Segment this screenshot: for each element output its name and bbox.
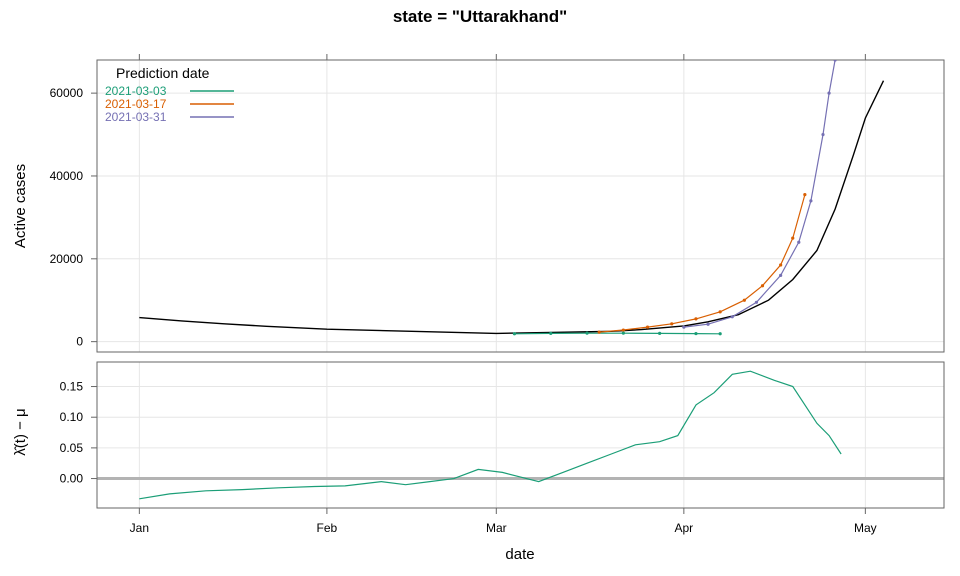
x-axis-label: date bbox=[505, 546, 534, 563]
data-point bbox=[742, 298, 746, 302]
data-point bbox=[694, 331, 698, 336]
data-point bbox=[512, 332, 517, 336]
data-point bbox=[760, 284, 765, 288]
y-tick-label: 40000 bbox=[50, 169, 84, 183]
series-line-prediction bbox=[683, 60, 836, 328]
x-tick-label: Jan bbox=[130, 521, 149, 535]
x-tick-label: Mar bbox=[486, 521, 507, 535]
data-point bbox=[585, 331, 589, 335]
y-axis-label-top: Active cases bbox=[12, 164, 29, 248]
x-tick-label: Feb bbox=[317, 521, 338, 535]
grid-bottom bbox=[97, 362, 944, 508]
legend-label: 2021-03-03 bbox=[105, 84, 167, 98]
legend: Prediction date 2021-03-032021-03-172021-… bbox=[105, 65, 234, 124]
data-point bbox=[658, 331, 662, 335]
data-point bbox=[549, 331, 553, 335]
series-line-lambda bbox=[139, 370, 842, 500]
legend-label: 2021-03-31 bbox=[105, 110, 167, 124]
y-axis-label-bottom: λ̂(t) − μ bbox=[12, 408, 29, 455]
series-line-prediction bbox=[599, 194, 806, 333]
legend-label: 2021-03-17 bbox=[105, 97, 167, 111]
data-point bbox=[779, 273, 783, 277]
y-tick-label: 60000 bbox=[50, 86, 84, 100]
data-point bbox=[718, 332, 722, 336]
series-line-observed bbox=[139, 80, 885, 335]
data-point bbox=[833, 60, 837, 62]
data-point bbox=[682, 325, 686, 329]
chart-title: state = "Uttarakhand" bbox=[393, 7, 567, 26]
y-tick-label: 20000 bbox=[50, 252, 84, 266]
panel-frame-top bbox=[96, 59, 945, 353]
data-point bbox=[694, 317, 698, 321]
series-bottom bbox=[139, 370, 842, 500]
data-point bbox=[779, 263, 783, 267]
y-ticks-top: 0 20000 40000 60000 bbox=[50, 86, 97, 349]
y-tick-label: 0.05 bbox=[60, 441, 84, 455]
grid-top bbox=[97, 60, 944, 352]
y-tick-label: 0 bbox=[76, 335, 83, 349]
data-point bbox=[621, 331, 625, 335]
data-point bbox=[730, 315, 734, 319]
x-tick-label: Apr bbox=[675, 521, 694, 535]
data-point bbox=[645, 325, 650, 329]
y-tick-label: 0.00 bbox=[60, 472, 84, 486]
series-top bbox=[139, 60, 885, 336]
data-point bbox=[754, 300, 759, 304]
panel-frame-bottom bbox=[96, 361, 945, 509]
legend-title: Prediction date bbox=[116, 65, 210, 81]
y-tick-label: 0.10 bbox=[60, 410, 84, 424]
y-tick-label: 0.15 bbox=[60, 380, 84, 394]
panel-lambda: 0.00 0.05 0.10 0.15 λ̂(t) − μ bbox=[12, 361, 945, 509]
y-ticks-bottom: 0.00 0.05 0.10 0.15 bbox=[60, 380, 97, 486]
data-point bbox=[706, 322, 710, 326]
panel-active-cases: 0 20000 40000 60000 Prediction date 2021-03-… bbox=[12, 59, 945, 353]
data-point bbox=[809, 199, 813, 203]
x-ticks: Jan Feb Mar Apr May bbox=[130, 54, 877, 535]
series-line-prediction bbox=[514, 332, 721, 335]
data-point bbox=[621, 328, 625, 332]
data-point bbox=[791, 236, 795, 240]
data-point bbox=[797, 240, 801, 244]
data-point bbox=[821, 132, 825, 137]
data-point bbox=[597, 330, 601, 334]
data-point bbox=[827, 91, 831, 95]
data-point bbox=[803, 193, 807, 197]
x-tick-label: May bbox=[854, 521, 877, 535]
data-point bbox=[670, 322, 674, 326]
data-point bbox=[718, 310, 722, 314]
